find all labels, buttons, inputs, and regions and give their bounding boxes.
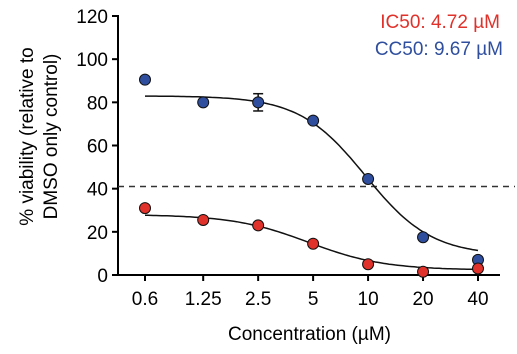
x-tick-label: 5 (308, 289, 319, 310)
x-tick-label: 1.25 (185, 289, 222, 310)
y-tick-label: 60 (87, 137, 108, 158)
y-tick-label: 80 (87, 93, 108, 114)
ic50-data-point (252, 219, 265, 232)
cc50-annotation: CC50: 9.67 µM (375, 39, 503, 60)
ic50-data-point (362, 258, 375, 271)
y-axis-title-line-2: DMSO only control) (41, 54, 62, 220)
ic50-data-point (197, 213, 210, 226)
x-tick-label: 0.6 (132, 289, 158, 310)
cc50-data-point (417, 231, 430, 244)
x-tick-label: 20 (412, 289, 433, 310)
cc50-data-point (252, 96, 265, 109)
cc50-data-point (139, 73, 151, 86)
y-tick-label: 20 (87, 223, 108, 244)
cc50-data-point (197, 96, 210, 109)
ic50-data-point (472, 262, 484, 275)
y-axis-title-line-1: % viability (relative to (17, 47, 38, 225)
x-tick-label: 10 (358, 289, 379, 310)
cc50-data-point (307, 114, 320, 127)
ic50-data-point (139, 202, 151, 215)
y-tick-label: 100 (76, 50, 108, 71)
x-ticks: 0.6 1.25 2.5 5 10 20 40 (132, 275, 489, 310)
y-tick-label: 0 (97, 266, 108, 287)
cc50-data-point (362, 172, 375, 185)
y-ticks: 0 20 40 60 80 100 120 (76, 7, 118, 287)
data-points (139, 73, 484, 278)
ic50-data-point (307, 237, 320, 250)
y-axis-title: % viability (relative to DMSO only contr… (17, 47, 62, 225)
x-axis-title: Concentration (µM) (228, 324, 391, 345)
x-tick-label: 40 (467, 289, 488, 310)
x-tick-label: 2.5 (245, 289, 271, 310)
y-tick-label: 120 (76, 7, 108, 28)
ic50-annotation: IC50: 4.72 µM (380, 12, 500, 33)
y-tick-label: 40 (87, 180, 108, 201)
ic50-data-point (417, 265, 430, 278)
